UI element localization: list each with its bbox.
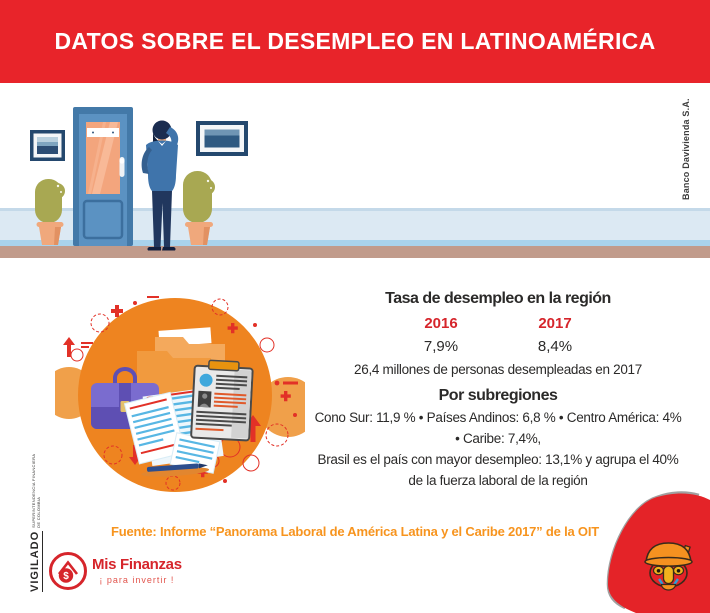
davivienda-mascot <box>606 491 710 613</box>
brazil-line-2: de la fuerza laboral de la región <box>408 473 588 488</box>
jobsearch-illustration <box>55 296 305 492</box>
document-small <box>169 432 221 474</box>
vigilado-sub-2: DE COLOMBIA <box>36 496 41 528</box>
document-tilted <box>123 391 186 465</box>
vigilado-label: VIGILADO <box>29 530 43 592</box>
right-plant <box>183 171 215 245</box>
millions-line: 26,4 millones de personas desempleadas e… <box>354 362 642 377</box>
house-character-icon <box>644 542 693 591</box>
hallway-illustration <box>0 107 710 258</box>
subregions-line-2: • Caribe: 7,4%, <box>455 431 541 446</box>
clipboard-resume <box>190 359 254 442</box>
title-banner: DATOS SOBRE EL DESEMPLEO EN LATINOAMÉRIC… <box>0 0 710 83</box>
coin-roof-icon: $ <box>49 552 87 590</box>
rate-2016: 7,9% <box>423 338 459 355</box>
year-values: 7,9% 8,4% <box>270 338 710 355</box>
stats-block: Tasa de desempleo en la región 2016 2017… <box>270 290 710 489</box>
bank-credit: Banco Davivienda S.A. <box>681 95 695 200</box>
brand-name: Mis Finanzas <box>92 556 182 573</box>
dollar-glyph: $ <box>63 571 69 582</box>
subregions-title: Por subregiones <box>438 387 558 404</box>
year-2016: 2016 <box>424 315 458 332</box>
stats-title: Tasa de desempleo en la región <box>385 290 611 307</box>
right-picture-frame <box>196 121 248 156</box>
brazil-line-1: Brasil es el país con mayor desempleo: 1… <box>317 452 679 467</box>
brand-tagline: ¡ para invertir ! <box>99 575 175 585</box>
year-headers: 2016 2017 <box>270 315 710 332</box>
man-illustration <box>141 120 179 251</box>
subregions-line-1: Cono Sur: 11,9 % • Países Andinos: 6,8 %… <box>314 410 682 425</box>
avatar <box>199 373 213 387</box>
mis-finanzas-logo: $ Mis Finanzas ¡ para invertir ! <box>48 551 182 591</box>
source-line: Fuente: Informe “Panorama Laboral de Amé… <box>111 524 599 539</box>
door <box>73 107 133 246</box>
left-plant <box>35 179 65 245</box>
year-2017: 2017 <box>538 315 572 332</box>
bank-credit-text: Banco Davivienda S.A. <box>681 98 691 200</box>
rate-2017: 8,4% <box>537 338 573 355</box>
pen <box>141 463 210 477</box>
floor-strip <box>0 246 710 258</box>
left-picture-frame <box>30 130 65 161</box>
page-title: DATOS SOBRE EL DESEMPLEO EN LATINOAMÉRIC… <box>54 28 656 54</box>
